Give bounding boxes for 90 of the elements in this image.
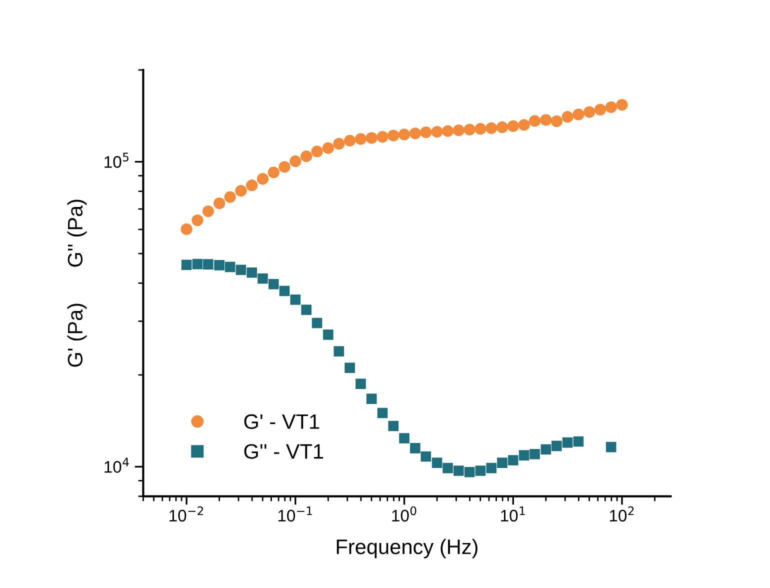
point [312,318,322,328]
point [540,444,552,455]
point [518,450,530,460]
point [311,146,323,158]
point [442,462,453,474]
x-axis-title: Frequency (Hz) [336,538,478,558]
point [518,119,530,131]
point [224,191,236,203]
point [606,442,616,452]
x-tick-label: 10$^{−1}$ [278,506,312,522]
point [475,466,486,476]
point [300,150,312,162]
point [562,111,574,123]
point [246,180,258,192]
point [278,161,290,173]
point [562,437,573,448]
point [486,122,498,134]
x-tick-label: 10$^{0}$ [392,506,416,522]
point [572,108,584,120]
point [323,330,334,340]
point [432,458,442,468]
point [388,420,399,432]
point [528,115,541,127]
x-tick-label: 10$^{−2}$ [170,506,204,522]
point [420,126,432,138]
point [301,304,312,315]
point [409,128,422,140]
point [551,440,562,452]
point [344,134,356,146]
point [192,258,203,270]
point [192,214,204,226]
point [584,106,596,118]
point [474,123,486,135]
point [452,124,464,136]
point [594,104,606,116]
point [334,346,344,356]
point [344,362,355,373]
point [268,278,279,290]
point [181,260,192,270]
point [258,273,268,284]
point [236,264,246,276]
point [550,115,562,128]
x-tick-label: 10$^{1}$ [501,506,525,522]
point [464,124,476,136]
y-tick-label: 10$^{5}$ [104,152,128,168]
point [203,259,214,270]
x-tick-label: 10$^{2}$ [610,506,634,522]
point [246,267,257,278]
point [486,462,497,474]
point [224,262,236,272]
point [530,448,540,460]
point [333,138,345,150]
point [180,223,192,236]
point [573,436,584,447]
point [377,408,388,418]
point [399,433,410,444]
point [202,205,214,218]
point [290,155,302,168]
y-tick-label: 10$^{4}$ [104,458,129,473]
point [420,451,432,462]
legend-label: G' - VT1 [244,414,320,429]
point [290,294,301,305]
point [356,378,366,389]
point [605,101,617,113]
point [496,121,508,134]
point [398,128,410,140]
point [508,455,518,466]
point [442,125,454,137]
point [376,131,388,143]
point [366,394,377,404]
point [268,166,280,178]
point [454,466,464,476]
point [256,173,269,185]
point [235,185,247,197]
point [616,98,628,111]
legend-label: G'' - VT1 [244,444,324,459]
point [214,260,224,270]
point [507,120,519,132]
point [431,126,443,138]
point [497,458,508,468]
point [388,130,400,142]
point [410,443,420,454]
point [322,142,334,154]
point [279,286,290,296]
y-axis-title: G' (Pa) G'' (Pa) [67,200,87,367]
point [540,114,552,126]
point [214,197,226,210]
point [366,132,378,144]
point [354,133,367,145]
point [464,466,475,478]
